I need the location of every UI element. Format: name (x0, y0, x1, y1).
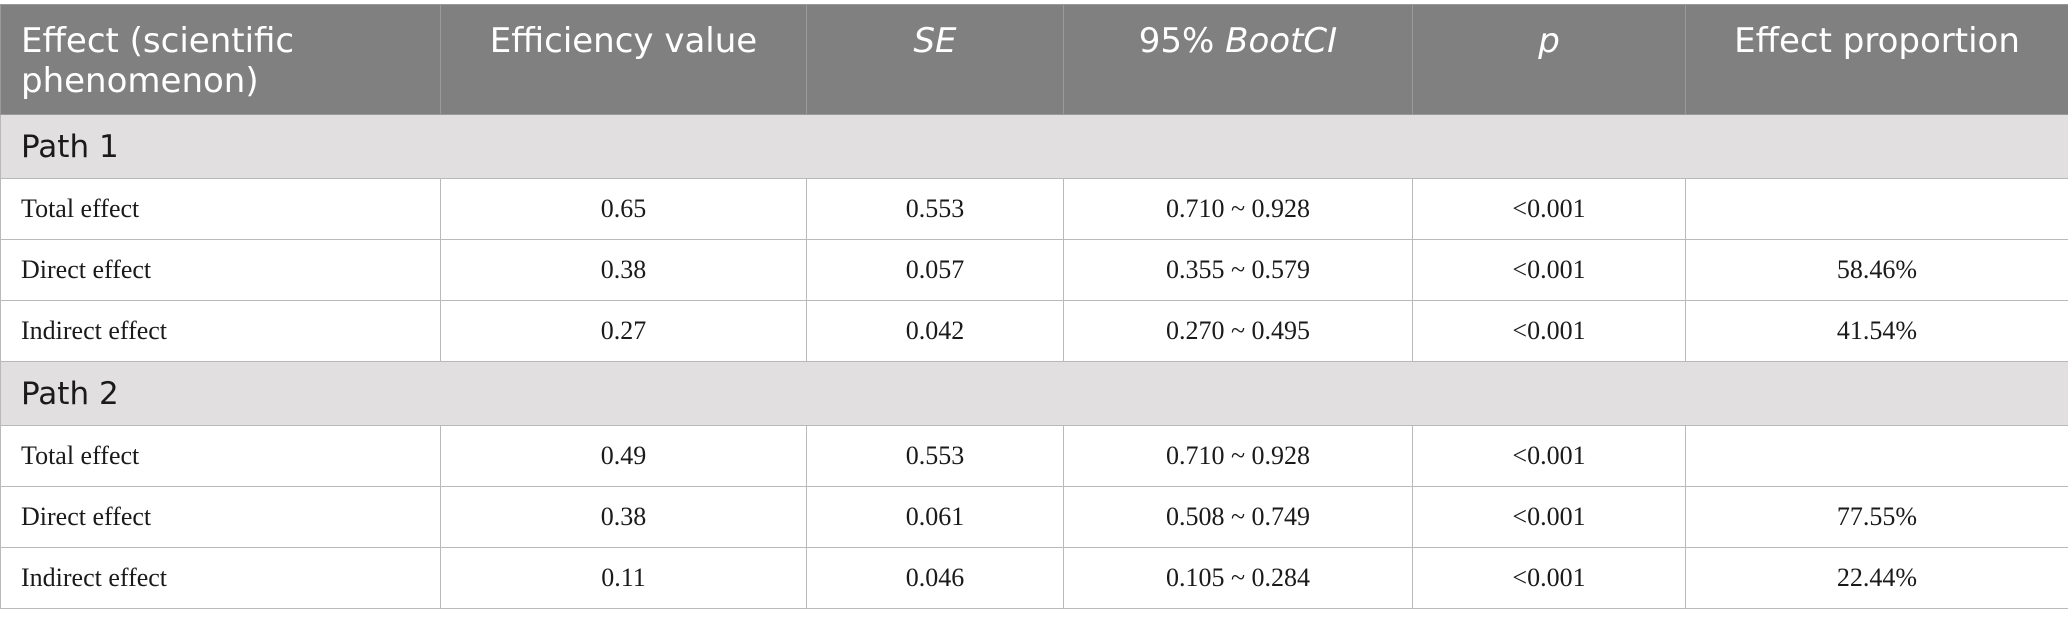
table-row: Indirect effect 0.11 0.046 0.105 ~ 0.284… (0, 547, 2068, 609)
table-row: Direct effect 0.38 0.061 0.508 ~ 0.749 <… (0, 486, 2068, 548)
cell-ci: 0.105 ~ 0.284 (1063, 547, 1413, 609)
cell-ci: 0.355 ~ 0.579 (1063, 239, 1413, 301)
cell-proportion (1685, 178, 2068, 240)
table-row: Total effect 0.65 0.553 0.710 ~ 0.928 <0… (0, 178, 2068, 240)
cell-ci: 0.710 ~ 0.928 (1063, 178, 1413, 240)
table-row: Total effect 0.49 0.553 0.710 ~ 0.928 <0… (0, 425, 2068, 487)
section-title: Path 2 (0, 361, 2068, 426)
results-table: Effect (scientific phenomenon) Efficienc… (0, 4, 2068, 609)
cell-proportion: 58.46% (1685, 239, 2068, 301)
cell-effect: Indirect effect (0, 547, 441, 609)
cell-se: 0.042 (806, 300, 1064, 362)
table-row: Indirect effect 0.27 0.042 0.270 ~ 0.495… (0, 300, 2068, 362)
header-se: SE (806, 4, 1064, 115)
header-effect: Effect (scientific phenomenon) (0, 4, 441, 115)
header-row: Effect (scientific phenomenon) Efficienc… (0, 4, 2068, 115)
header-p: p (1412, 4, 1686, 115)
cell-p: <0.001 (1412, 547, 1686, 609)
header-effect-proportion: Effect proportion (1685, 4, 2068, 115)
cell-ci: 0.508 ~ 0.749 (1063, 486, 1413, 548)
cell-se: 0.553 (806, 425, 1064, 487)
cell-p: <0.001 (1412, 178, 1686, 240)
header-se-label: SE (913, 21, 957, 61)
cell-ci: 0.710 ~ 0.928 (1063, 425, 1413, 487)
cell-se: 0.046 (806, 547, 1064, 609)
cell-p: <0.001 (1412, 425, 1686, 487)
cell-se: 0.061 (806, 486, 1064, 548)
header-ci-name: BootCI (1225, 21, 1338, 61)
table-row: Direct effect 0.38 0.057 0.355 ~ 0.579 <… (0, 239, 2068, 301)
cell-effect: Direct effect (0, 486, 441, 548)
cell-se: 0.057 (806, 239, 1064, 301)
cell-p: <0.001 (1412, 239, 1686, 301)
cell-effect: Total effect (0, 425, 441, 487)
cell-p: <0.001 (1412, 300, 1686, 362)
cell-ci: 0.270 ~ 0.495 (1063, 300, 1413, 362)
cell-p: <0.001 (1412, 486, 1686, 548)
header-bootci: 95% BootCI (1063, 4, 1413, 115)
cell-value: 0.27 (440, 300, 807, 362)
header-ci-prefix: 95% (1138, 21, 1215, 61)
section-row-path-1: Path 1 (0, 114, 2068, 179)
cell-proportion (1685, 425, 2068, 487)
cell-value: 0.11 (440, 547, 807, 609)
cell-value: 0.49 (440, 425, 807, 487)
header-p-label: p (1538, 21, 1560, 61)
cell-value: 0.38 (440, 239, 807, 301)
cell-se: 0.553 (806, 178, 1064, 240)
cell-effect: Indirect effect (0, 300, 441, 362)
cell-proportion: 77.55% (1685, 486, 2068, 548)
cell-value: 0.38 (440, 486, 807, 548)
cell-proportion: 22.44% (1685, 547, 2068, 609)
section-title: Path 1 (0, 114, 2068, 179)
cell-value: 0.65 (440, 178, 807, 240)
cell-effect: Total effect (0, 178, 441, 240)
header-efficiency-value: Efficiency value (440, 4, 807, 115)
cell-effect: Direct effect (0, 239, 441, 301)
section-row-path-2: Path 2 (0, 361, 2068, 426)
cell-proportion: 41.54% (1685, 300, 2068, 362)
